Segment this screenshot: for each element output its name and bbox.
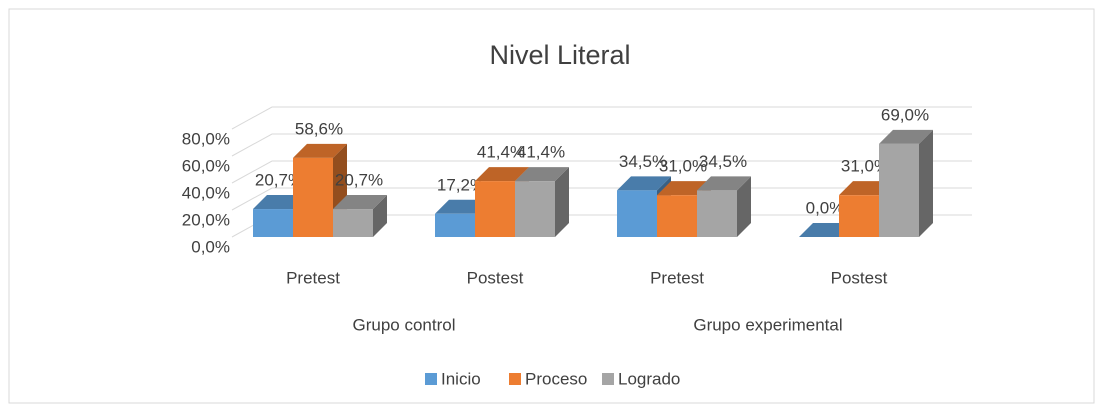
legend-label: Logrado: [618, 369, 680, 388]
x-tick-label: Pretest: [286, 268, 340, 287]
group-label: Grupo control: [353, 315, 456, 334]
bar-top: [515, 167, 569, 182]
bar-top: [879, 129, 933, 144]
bar-top: [475, 167, 529, 182]
bar-top: [333, 195, 387, 210]
bar-front: [515, 181, 555, 237]
value-label: 31,0%: [841, 157, 889, 176]
value-label: 41,4%: [517, 143, 565, 162]
bar-front: [435, 213, 475, 237]
chart-title: Nivel Literal: [489, 40, 630, 70]
bar: [697, 176, 751, 237]
group-label: Grupo experimental: [693, 315, 842, 334]
value-label: 69,0%: [881, 105, 929, 124]
legend-label: Proceso: [525, 369, 587, 388]
legend-swatch: [509, 373, 521, 385]
bar-front: [475, 181, 515, 237]
bar-top: [293, 143, 347, 158]
bar-front: [697, 190, 737, 237]
bar-top: [697, 176, 751, 191]
y-tick-label: 20,0%: [182, 210, 230, 229]
grid-line: [231, 133, 972, 157]
bar-side: [373, 195, 387, 237]
value-label: 0,0%: [806, 198, 845, 217]
bar: [879, 129, 933, 237]
value-label: 34,5%: [619, 152, 667, 171]
y-tick-label: 80,0%: [182, 129, 230, 148]
bar-front: [657, 195, 697, 237]
legend-swatch: [425, 373, 437, 385]
value-label: 58,6%: [295, 119, 343, 138]
bar-side: [555, 167, 569, 237]
y-tick-label: 0,0%: [191, 237, 230, 256]
bar-front: [333, 209, 373, 237]
bar-top: [617, 176, 671, 191]
value-label: 17,2%: [437, 175, 485, 194]
bar-front: [617, 190, 657, 237]
value-label: 31,0%: [659, 157, 707, 176]
x-tick-label: Postest: [467, 268, 524, 287]
bar-side: [737, 176, 751, 237]
bar: [333, 195, 387, 237]
y-tick-label: 60,0%: [182, 156, 230, 175]
bar-front: [839, 195, 879, 237]
value-label: 20,7%: [255, 171, 303, 190]
x-tick-label: Pretest: [650, 268, 704, 287]
legend-swatch: [602, 373, 614, 385]
bar-front: [879, 143, 919, 237]
legend-label: Inicio: [441, 369, 481, 388]
value-label: 20,7%: [335, 171, 383, 190]
value-label: 41,4%: [477, 143, 525, 162]
bar-side: [919, 129, 933, 237]
x-tick-label: Postest: [831, 268, 888, 287]
bar: [515, 167, 569, 237]
grid-line: [231, 106, 972, 130]
bar-front: [253, 209, 293, 237]
grid-line: [231, 160, 972, 184]
value-label: 34,5%: [699, 152, 747, 171]
bar-front: [293, 157, 333, 237]
y-tick-label: 40,0%: [182, 183, 230, 202]
